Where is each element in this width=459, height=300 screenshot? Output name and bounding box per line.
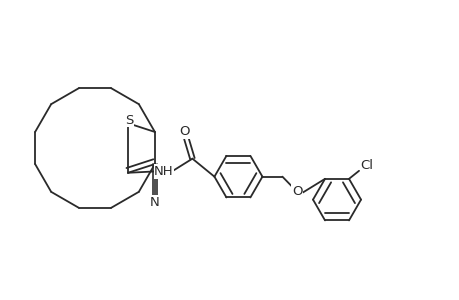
Text: N: N [150, 196, 159, 208]
Text: Cl: Cl [360, 159, 373, 172]
Text: S: S [124, 114, 133, 127]
Text: NH: NH [154, 165, 174, 178]
Text: O: O [291, 185, 302, 198]
Text: O: O [179, 125, 189, 138]
